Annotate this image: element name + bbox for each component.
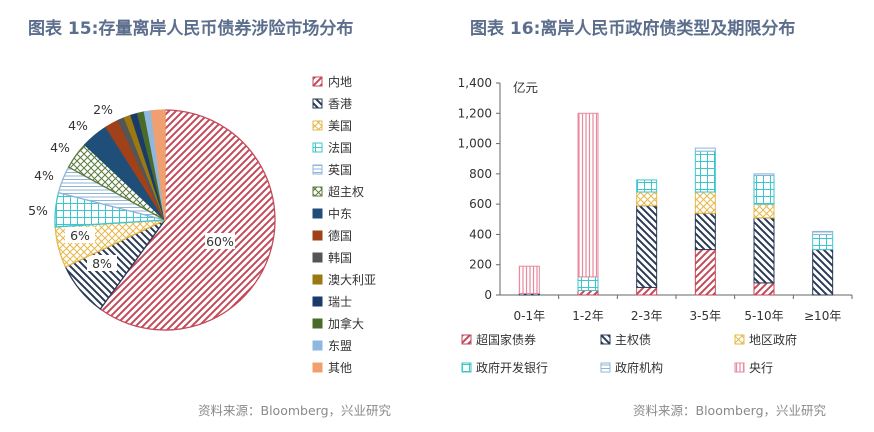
legend-item: 其他 xyxy=(328,361,352,375)
pie-slice-label: 5% xyxy=(28,203,48,218)
legend-swatch xyxy=(461,362,472,373)
legend-swatch xyxy=(312,274,323,285)
legend-item: 主权债 xyxy=(615,333,651,347)
bar-segment xyxy=(694,147,716,152)
pie-slice-label: 4% xyxy=(68,118,88,133)
legend-item: 德国 xyxy=(328,228,352,243)
legend-swatch xyxy=(312,230,323,241)
pie-label-bg xyxy=(45,139,75,155)
legend-swatch xyxy=(312,186,323,197)
legend-item: 政府机构 xyxy=(615,360,663,375)
legend-item: 地区政府 xyxy=(749,332,797,347)
y-tick-label: 1,200 xyxy=(458,106,492,120)
legend-item: 瑞士 xyxy=(328,295,352,309)
bar-segment xyxy=(694,150,716,193)
legend-swatch xyxy=(312,76,323,87)
bar-segment xyxy=(577,289,599,296)
bar-segment xyxy=(636,179,658,193)
bar-segment xyxy=(753,282,775,296)
pie-slice-0 xyxy=(99,109,276,331)
x-tick-label: 2-3年 xyxy=(631,309,663,323)
bar-segment xyxy=(753,174,775,205)
pie-slice-label: 60% xyxy=(206,234,234,249)
y-tick-label: 1,000 xyxy=(458,137,492,151)
pie-slice-13 xyxy=(150,109,166,221)
bar-segment xyxy=(577,276,599,291)
bar-segment xyxy=(753,217,775,284)
x-tick-label: 0-1年 xyxy=(514,309,546,323)
y-tick-label: 800 xyxy=(469,167,492,181)
pie-label-bg xyxy=(63,117,93,133)
bar-segment xyxy=(636,286,658,296)
legend-swatch xyxy=(734,362,745,373)
legend-swatch xyxy=(312,164,323,175)
pie-slice-label: 4% xyxy=(34,168,54,183)
bar-segment xyxy=(753,203,775,219)
pie-label-bg xyxy=(205,233,235,249)
y-tick-label: 200 xyxy=(469,258,492,272)
pie-label-bg xyxy=(87,255,117,271)
legend-swatch xyxy=(734,334,745,345)
bar-segment xyxy=(694,212,716,251)
legend-swatch xyxy=(312,142,323,153)
x-tick-label: 3-5年 xyxy=(690,309,722,323)
y-tick-label: 0 xyxy=(484,288,492,302)
pie-slice-label: 6% xyxy=(70,228,90,243)
left-source-note: 资料来源：Bloomberg，兴业研究 xyxy=(198,403,391,418)
legend-swatch xyxy=(312,340,323,351)
legend-swatch xyxy=(600,334,611,345)
y-axis-unit: 亿元 xyxy=(513,80,538,95)
x-tick-label: 1-2年 xyxy=(572,309,604,323)
pie-label-bg xyxy=(88,101,118,117)
right-source-note: 资料来源：Bloomberg，兴业研究 xyxy=(633,403,826,418)
pie-slice-label: 4% xyxy=(50,140,70,155)
legend-swatch xyxy=(312,296,323,307)
y-tick-label: 400 xyxy=(469,227,492,241)
legend-item: 东盟 xyxy=(328,339,352,353)
bar-segment xyxy=(694,249,716,296)
legend-item: 澳大利亚 xyxy=(328,273,376,287)
left-chart-title: 图表 15:存量离岸人民币债券涉险市场分布 xyxy=(28,19,354,39)
legend-swatch xyxy=(461,334,472,345)
legend-item: 加拿大 xyxy=(328,316,364,331)
right-chart-title: 图表 16:离岸人民币政府债类型及期限分布 xyxy=(470,19,796,39)
legend-swatch xyxy=(312,120,323,131)
legend-item: 超主权 xyxy=(328,184,364,199)
legend-item: 法国 xyxy=(328,141,352,155)
legend-swatch xyxy=(312,208,323,219)
legend-item: 香港 xyxy=(328,97,352,111)
x-tick-label: 5-10年 xyxy=(744,309,783,323)
legend-swatch xyxy=(312,98,323,109)
bar-segment xyxy=(636,191,658,207)
legend-swatch xyxy=(312,362,323,373)
pie-label-bg xyxy=(65,227,95,243)
bar-segment xyxy=(753,173,775,176)
legend-item: 政府开发银行 xyxy=(476,360,548,375)
bar-segment xyxy=(694,191,716,214)
bar-segment xyxy=(812,249,834,296)
bar-segment xyxy=(812,233,834,251)
pie-slice-label: 2% xyxy=(93,102,113,117)
bar-segment xyxy=(577,112,599,278)
bar-segment xyxy=(812,230,834,235)
legend-item: 韩国 xyxy=(328,250,352,265)
x-tick-label: ≥10年 xyxy=(804,309,841,323)
legend-item: 央行 xyxy=(749,361,773,375)
legend-item: 中东 xyxy=(328,206,352,221)
legend-item: 英国 xyxy=(328,163,352,177)
pie-slice-label: 8% xyxy=(92,256,112,271)
legend-item: 超国家债券 xyxy=(476,332,536,347)
y-tick-label: 600 xyxy=(469,197,492,211)
bar-segment xyxy=(636,205,658,288)
legend-swatch xyxy=(312,252,323,263)
legend-item: 内地 xyxy=(328,75,352,89)
pie-label-bg xyxy=(29,167,59,183)
y-tick-label: 1,400 xyxy=(458,76,492,90)
legend-swatch xyxy=(312,318,323,329)
bar-segment xyxy=(518,265,540,294)
pie-label-bg xyxy=(23,202,53,218)
legend-swatch xyxy=(600,362,611,373)
legend-item: 美国 xyxy=(328,119,352,133)
